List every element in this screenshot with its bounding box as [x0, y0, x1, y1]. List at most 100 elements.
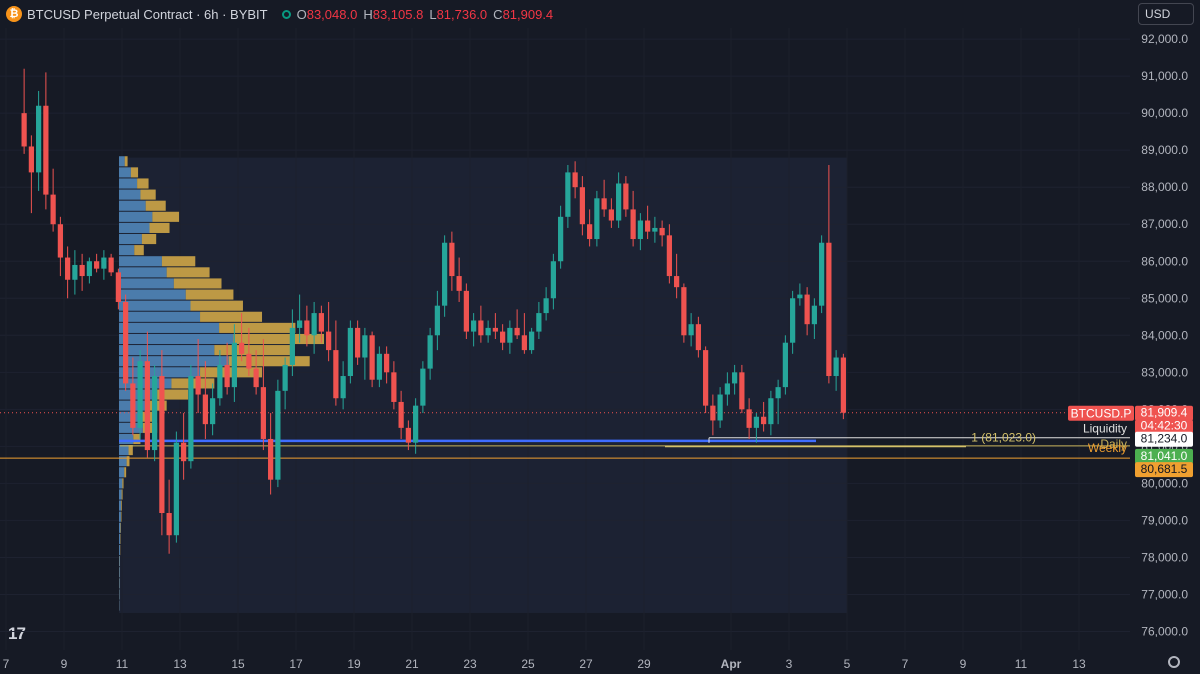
candle-body [558, 216, 564, 262]
profile-bar-buy [119, 178, 138, 189]
candle-body [587, 224, 593, 240]
daily-label: Daily [1100, 437, 1127, 451]
profile-bar-sell [214, 345, 291, 356]
annotation-label: 1 (81,023.0) [971, 431, 1036, 445]
candle-body [413, 405, 419, 443]
candle-body [384, 353, 390, 373]
profile-bar-buy [119, 211, 153, 222]
candle-body [340, 376, 346, 399]
candle-body [195, 376, 201, 395]
candle-body [50, 194, 56, 225]
price-tick-label: 88,000.0 [1141, 180, 1188, 194]
candle-body [666, 235, 672, 277]
profile-bar-sell [120, 511, 122, 522]
candle-body [173, 442, 179, 536]
ohlc-value: 83,105.8 [372, 6, 424, 22]
candle-body [637, 220, 643, 240]
market-status-icon [281, 9, 291, 19]
profile-bar-buy [119, 200, 146, 211]
time-tick-label: 3 [786, 657, 793, 671]
profile-bar-sell [134, 245, 144, 256]
candle-body [72, 264, 78, 280]
ohlc-value: 83,048.0 [306, 6, 358, 22]
candle-body [790, 298, 796, 343]
candle-body [442, 242, 448, 306]
profile-bar-sell [145, 200, 166, 211]
profile-bar-buy [119, 333, 234, 345]
candle-body [492, 327, 498, 332]
ohlc-key: C [493, 6, 503, 22]
profile-bar-buy [119, 367, 201, 378]
profile-bar-buy [119, 256, 162, 267]
profile-bar-sell [128, 445, 133, 456]
profile-bar-buy [119, 233, 142, 245]
candle-body [239, 342, 245, 354]
candle-body [826, 242, 832, 377]
profile-bar-buy [119, 278, 174, 289]
candle-body [471, 320, 477, 332]
candle-body [268, 438, 274, 480]
profile-bar-sell [228, 356, 310, 367]
candle-body [579, 187, 585, 225]
profile-bar-buy [119, 167, 131, 178]
tradingview-logo: 17 [8, 624, 26, 643]
candle-body [594, 198, 600, 240]
profile-bar-buy [119, 189, 141, 200]
candle-body [253, 368, 259, 388]
gear-icon[interactable] [1168, 656, 1180, 668]
candle-body [456, 276, 462, 291]
candle-body [115, 272, 121, 302]
time-tick-label: 25 [521, 657, 535, 671]
candle-body [28, 146, 34, 173]
candle-body [231, 342, 237, 388]
profile-bar-buy [119, 322, 220, 333]
price-tick-label: 77,000.0 [1141, 587, 1188, 601]
profile-bar-sell [200, 367, 263, 378]
symbol-tag-bg [1068, 405, 1134, 421]
price-tick-label: 89,000.0 [1141, 143, 1188, 157]
candle-body [703, 350, 709, 406]
candle-body [21, 113, 27, 147]
symbol-title[interactable]: BTCUSD Perpetual Contract · 6h · BYBIT [27, 6, 268, 22]
candle-body [181, 442, 187, 462]
profile-bar-buy [119, 222, 150, 233]
candle-body [391, 372, 397, 402]
price-tick-label: 86,000.0 [1141, 254, 1188, 268]
candle-body [775, 387, 781, 399]
candle-body [688, 324, 694, 336]
price-axis: 92,000.0 91,000.0 90,000.0 89,000.0 88,000.0… [1141, 32, 1188, 638]
time-tick-label: 29 [637, 657, 651, 671]
candle-body [57, 224, 63, 258]
profile-bar-buy [119, 578, 120, 589]
price-tick-label: 79,000.0 [1141, 513, 1188, 527]
daily-price-tag: 81,041.0 [1141, 449, 1188, 463]
candle-body [369, 335, 375, 380]
candle-body [398, 401, 404, 428]
candle-body [217, 364, 223, 399]
candle-body [210, 398, 216, 425]
candle-body [529, 331, 535, 351]
price-tick-label: 92,000.0 [1141, 32, 1188, 46]
profile-bar-buy [119, 533, 121, 544]
candle-body [463, 290, 469, 332]
countdown-tag: 04:42:30 [1141, 419, 1188, 433]
candle-body [724, 383, 730, 395]
candle-body [572, 172, 578, 188]
time-tick-label: 15 [231, 657, 245, 671]
currency-select-button[interactable]: USD [1138, 3, 1194, 25]
profile-bar-buy [119, 522, 121, 533]
profile-bar-buy [119, 300, 191, 311]
price-tick-label: 80,000.0 [1141, 476, 1188, 490]
candle-body [797, 294, 803, 299]
time-tick-label: 13 [1072, 657, 1086, 671]
candle-body [507, 327, 513, 343]
profile-bar-sell [124, 467, 127, 478]
profile-bar-sell [133, 433, 141, 445]
candle-body [347, 327, 353, 377]
candle-body [36, 105, 42, 173]
profile-bar-buy [119, 267, 167, 278]
price-tick-label: 78,000.0 [1141, 550, 1188, 564]
price-tick-label: 84,000.0 [1141, 328, 1188, 342]
candle-body [166, 513, 172, 536]
